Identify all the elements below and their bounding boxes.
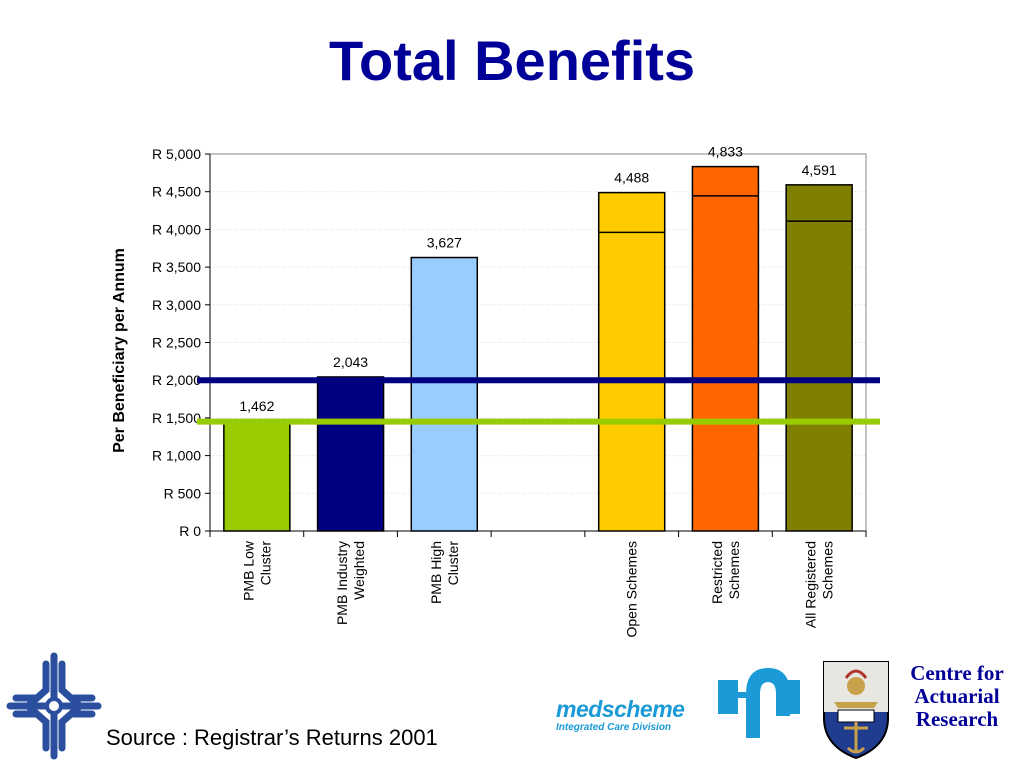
y-tick-label: R 1,500 bbox=[152, 410, 201, 426]
bar-1 bbox=[316, 376, 385, 532]
y-tick-label: R 3,000 bbox=[152, 297, 201, 313]
bar-value-label: 3,627 bbox=[427, 235, 462, 251]
slide-title: Total Benefits bbox=[328, 29, 696, 92]
medscheme-mark-icon bbox=[716, 664, 802, 745]
car-line-1: Centre for bbox=[910, 661, 1004, 685]
bar-value-label: 4,591 bbox=[802, 162, 837, 178]
x-category-label: Restricted bbox=[709, 541, 725, 604]
source-note: Source : Registrar’s Returns 2001 bbox=[106, 725, 438, 750]
y-tick-label: R 2,000 bbox=[152, 372, 201, 388]
y-axis-title: Per Beneficiary per Annum bbox=[111, 248, 128, 453]
cross-pattern-logo-icon bbox=[6, 650, 102, 767]
bar-value-label: 4,833 bbox=[708, 144, 743, 160]
x-category-label: PMB Industry bbox=[334, 541, 350, 625]
bar-6 bbox=[785, 184, 853, 532]
bar-0 bbox=[223, 420, 291, 532]
bar-value-label: 2,043 bbox=[333, 354, 368, 370]
centre-for-actuarial-research-logo: Centre for Actuarial Research bbox=[894, 662, 1020, 731]
y-tick-label: R 3,500 bbox=[152, 259, 201, 275]
bar-value-label: 4,488 bbox=[614, 170, 649, 186]
x-category-label: Schemes bbox=[820, 541, 836, 599]
y-tick-label: R 2,500 bbox=[152, 335, 201, 351]
x-category-label: PMB High bbox=[428, 541, 444, 604]
medscheme-division-text: Integrated Care Division bbox=[556, 722, 672, 733]
y-tick-label: R 0 bbox=[179, 523, 201, 539]
bar-2 bbox=[410, 256, 479, 532]
y-tick-label: R 4,500 bbox=[152, 184, 201, 200]
y-tick-label: R 1,000 bbox=[152, 448, 201, 464]
x-category-label: All Registered bbox=[803, 541, 819, 628]
x-category-label: Cluster bbox=[257, 541, 273, 586]
x-category-label: Open Schemes bbox=[624, 541, 640, 638]
x-category-label: Schemes bbox=[726, 541, 742, 599]
x-category-label: Weighted bbox=[351, 541, 367, 600]
car-line-2: Actuarial bbox=[914, 684, 1000, 708]
bar-5 bbox=[691, 165, 760, 532]
chart-gridlines bbox=[210, 191, 866, 494]
y-tick-label: R 4,000 bbox=[152, 221, 201, 237]
chart-bars bbox=[223, 165, 853, 532]
bar-4 bbox=[597, 191, 666, 532]
university-crest-icon bbox=[820, 658, 892, 765]
x-category-label: PMB Low bbox=[240, 540, 256, 601]
chart-reference-lines bbox=[197, 377, 880, 425]
y-tick-label: R 500 bbox=[164, 485, 202, 501]
y-tick-label: R 5,000 bbox=[152, 146, 201, 162]
benefits-bar-chart: R 0 R 500 R 1,000 R 1,500 R 2,000 R 2,500 R 3,… bbox=[111, 144, 880, 638]
chart-axes bbox=[205, 153, 867, 537]
x-category-label: Cluster bbox=[445, 541, 461, 586]
car-line-3: Research bbox=[915, 707, 999, 731]
medscheme-logo-text: medscheme bbox=[556, 696, 685, 722]
bar-value-label: 1,462 bbox=[239, 398, 274, 414]
chart-labels: R 0 R 500 R 1,000 R 1,500 R 2,000 R 2,500 R 3,… bbox=[111, 144, 837, 638]
